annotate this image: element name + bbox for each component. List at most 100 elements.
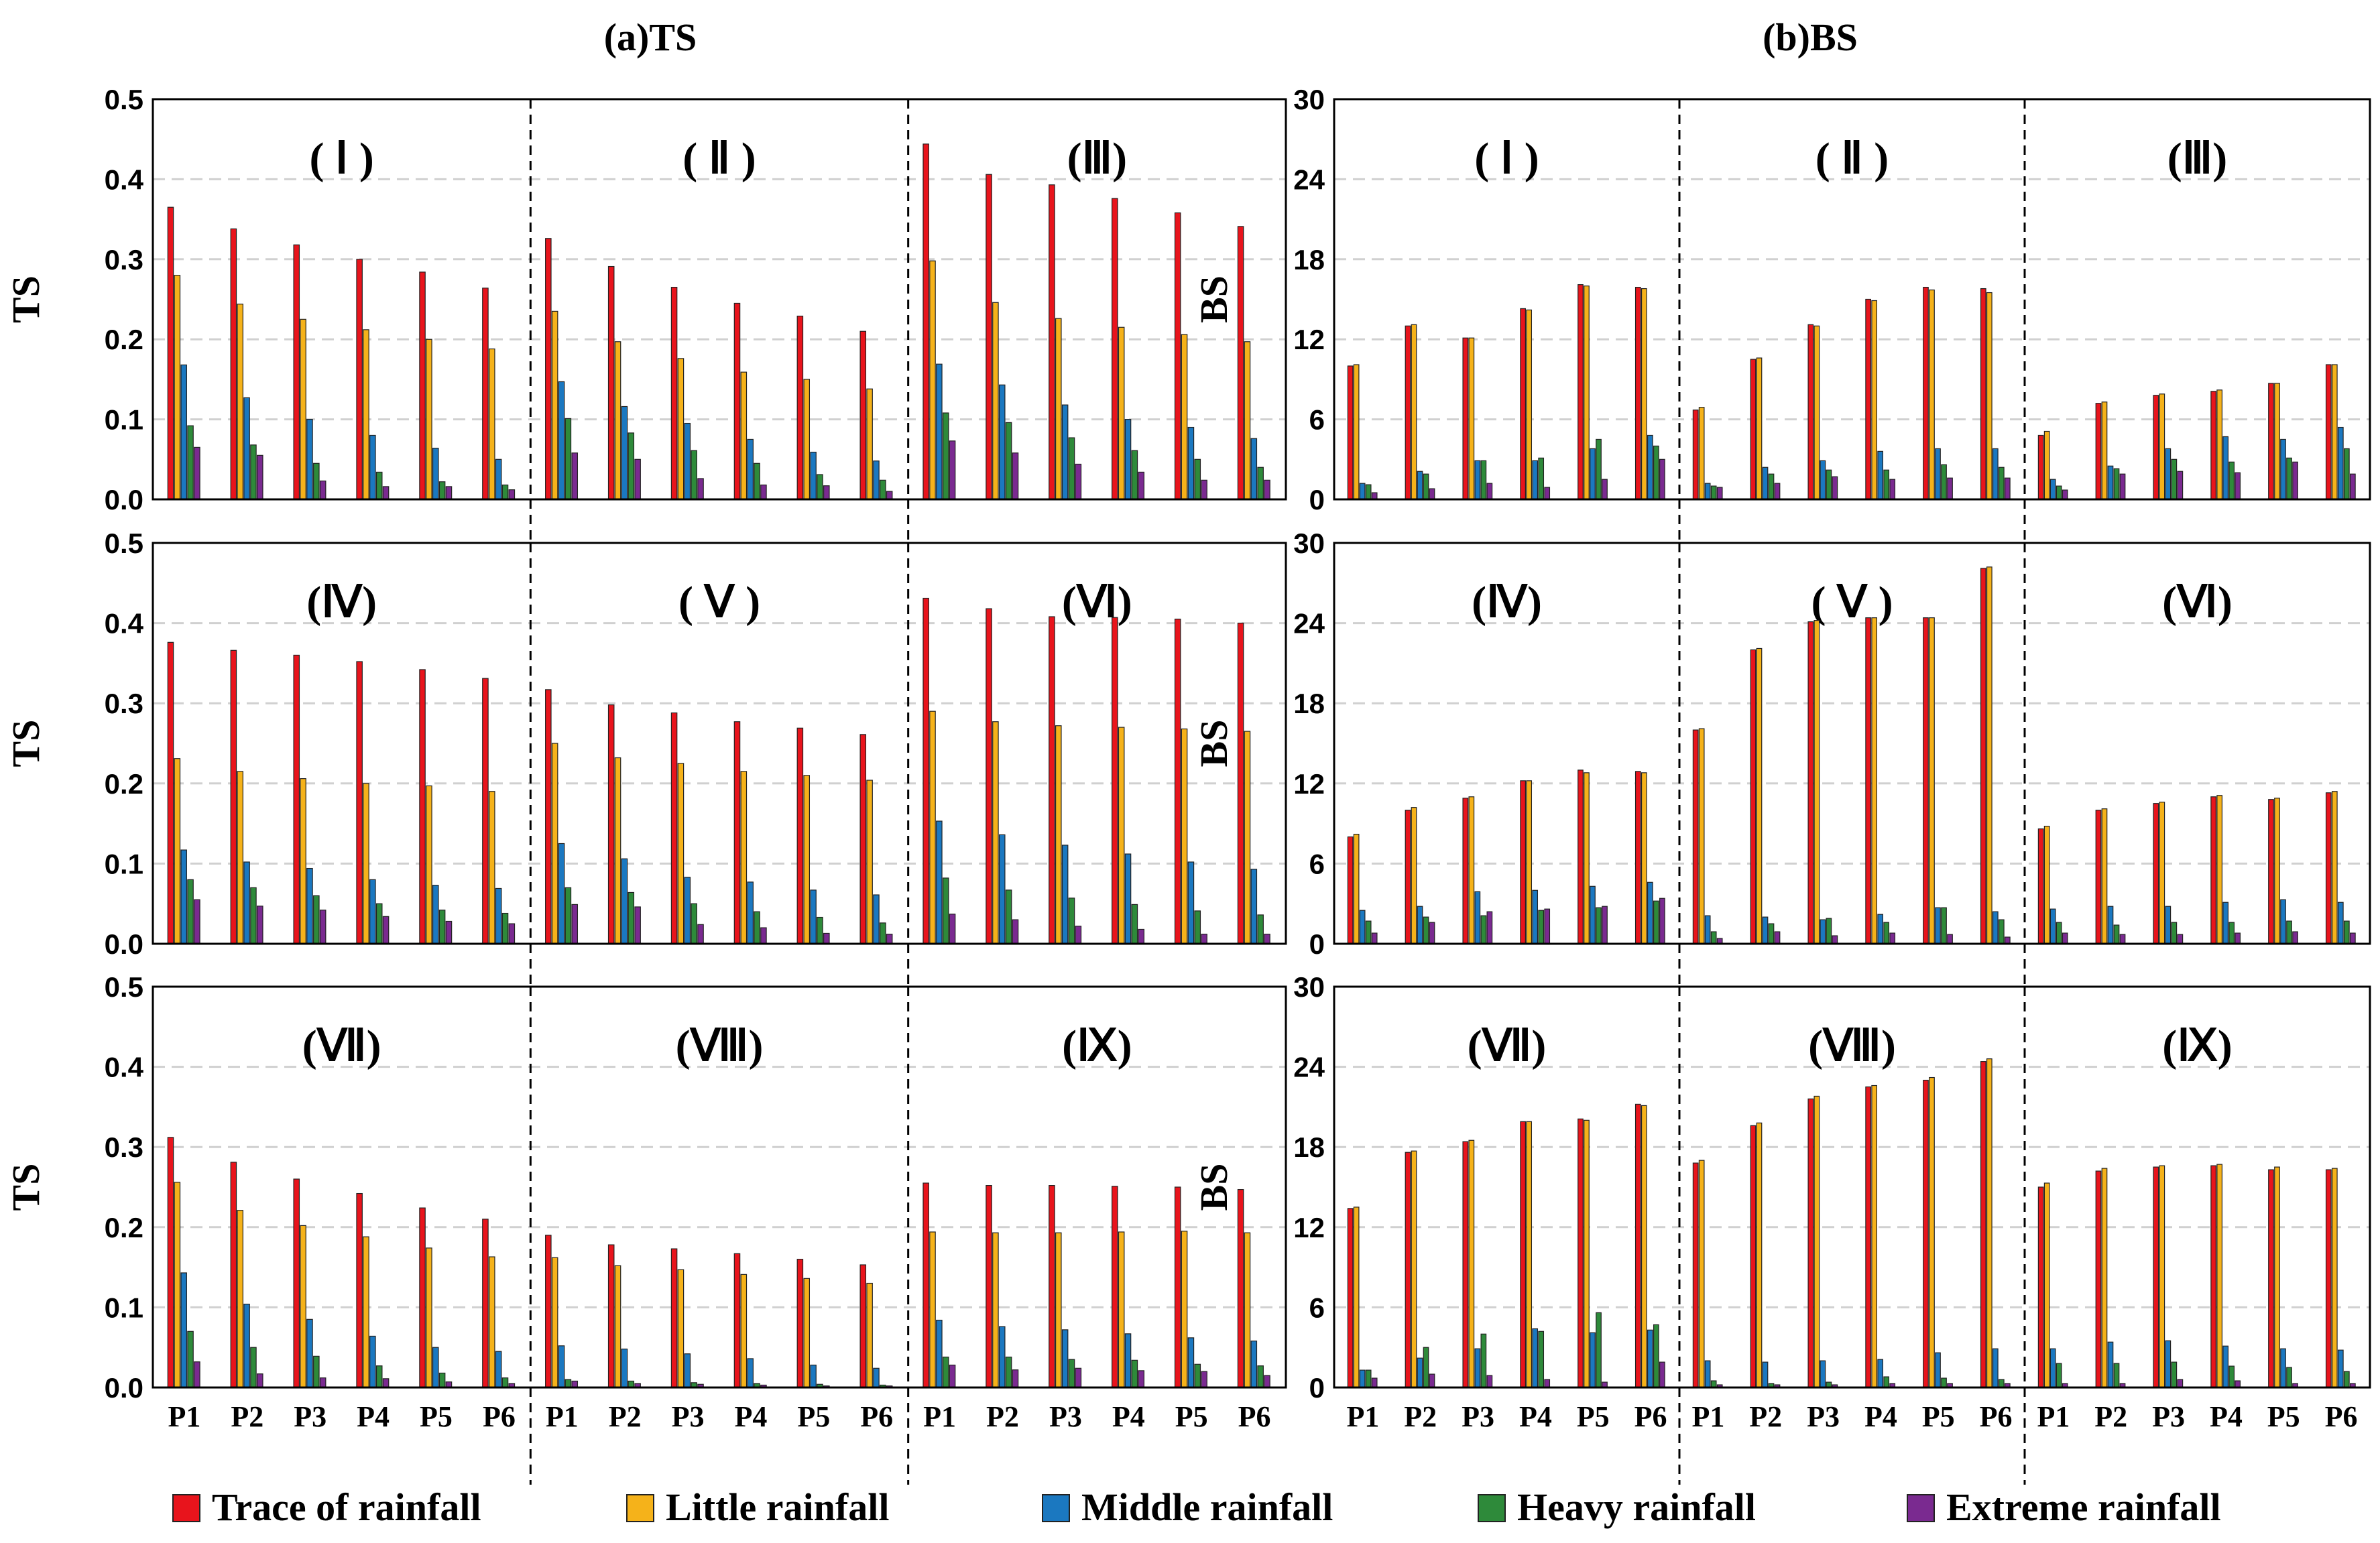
bar-extreme <box>2062 932 2068 944</box>
bar-heavy <box>1653 445 1659 500</box>
bar-heavy <box>564 418 572 500</box>
bar-extreme <box>2350 473 2356 500</box>
bar-little <box>1244 731 1251 944</box>
bar-trace <box>1692 410 1699 500</box>
bar-middle <box>1762 467 1769 500</box>
bs-panel-4: (Ⅳ) <box>1347 578 1665 944</box>
ts-row-3: 0.0 0.1 0.2 0.3 0.4 0.5 TS (Ⅶ) (Ⅷ) (Ⅸ) <box>4 971 1287 1404</box>
bar-middle <box>1877 1359 1884 1388</box>
bs-panel-1: ( Ⅰ ) <box>1347 134 1665 500</box>
bar-little <box>1055 318 1062 500</box>
bar-trace <box>1634 1103 1641 1388</box>
bar-middle <box>1250 1341 1258 1388</box>
bar-heavy <box>2228 922 2235 944</box>
bar-little <box>489 1256 495 1388</box>
legend-item-heavy: Heavy rainfall <box>1478 1485 1756 1529</box>
bar-extreme <box>1429 488 1435 500</box>
bar-trace <box>796 315 804 500</box>
bar-little <box>1181 728 1188 944</box>
bar-middle <box>1061 1329 1069 1388</box>
bar-extreme <box>1075 926 1082 944</box>
x-tick-label: P6 <box>1634 1400 1667 1433</box>
bar-middle <box>2107 906 2114 944</box>
legend-label: Trace of rainfall <box>212 1485 481 1529</box>
bar-middle <box>1187 1337 1195 1388</box>
y-tick-label: 0.1 <box>105 1292 143 1323</box>
bar-heavy <box>250 1347 257 1388</box>
bar-extreme <box>1889 932 1896 944</box>
bar-middle <box>747 438 754 500</box>
bar-middle <box>1250 438 1258 500</box>
bar-heavy <box>1480 915 1487 944</box>
bar-heavy <box>1941 907 1947 944</box>
bar-middle <box>180 364 187 500</box>
y-tick-label: 0.0 <box>105 928 143 960</box>
bar-little <box>992 302 999 500</box>
bar-trace <box>1049 1185 1055 1388</box>
bar-heavy <box>564 887 572 944</box>
bar-extreme <box>1544 487 1551 500</box>
bar-heavy <box>754 462 760 500</box>
bar-trace <box>1634 771 1641 944</box>
bar-middle <box>558 381 565 500</box>
bar-heavy <box>2171 458 2178 500</box>
bar-trace <box>1980 288 1986 500</box>
bar-middle <box>1359 1369 1366 1388</box>
bar-extreme <box>697 924 704 944</box>
bar-heavy <box>817 916 823 944</box>
ts-panel-8: (Ⅷ) <box>545 1022 893 1388</box>
bar-middle <box>2165 906 2171 944</box>
bar-trace <box>2153 803 2159 944</box>
bar-extreme <box>2119 934 2126 944</box>
bar-trace <box>1807 1098 1814 1388</box>
bar-middle <box>1647 1329 1653 1388</box>
bar-little <box>1698 1160 1705 1388</box>
bar-extreme <box>1659 898 1665 944</box>
plot-frame <box>152 542 1287 945</box>
y-tick-label: 0.5 <box>105 84 143 115</box>
bs-panel-5: ( Ⅴ ) <box>1692 566 2011 944</box>
legend-item-trace: Trace of rainfall <box>172 1485 481 1529</box>
bar-little <box>2274 383 2280 500</box>
ts-row-1: 0.0 0.1 0.2 0.3 0.4 0.5 TS ( Ⅰ ) ( Ⅱ ) (Ⅲ) <box>4 84 1287 515</box>
bar-middle <box>2165 1340 2171 1388</box>
x-tick-label: P1 <box>2037 1400 2070 1433</box>
bar-extreme <box>634 906 641 944</box>
bar-extreme <box>2177 471 2184 500</box>
x-tick-label: P5 <box>2267 1400 2300 1433</box>
bar-middle <box>998 384 1006 500</box>
plot-frame <box>1333 98 2371 501</box>
bar-middle <box>1061 845 1069 944</box>
bar-extreme <box>2235 932 2241 944</box>
bar-little <box>363 783 369 944</box>
bar-little <box>677 1269 685 1388</box>
legend-swatch-trace <box>172 1494 200 1522</box>
bar-trace <box>1462 337 1469 500</box>
bar-extreme <box>194 899 200 944</box>
x-tick-label: P6 <box>1238 1400 1271 1433</box>
bar-little <box>1118 326 1125 500</box>
bar-middle <box>243 1304 250 1388</box>
bar-heavy <box>880 922 886 944</box>
x-tick-label: P1 <box>1691 1400 1724 1433</box>
bar-little <box>363 329 369 500</box>
bar-trace <box>419 669 426 944</box>
y-tick-label: 0.3 <box>105 688 143 719</box>
bar-middle <box>2222 902 2229 944</box>
x-tick-label: P4 <box>1519 1400 1552 1433</box>
y-axis-label: TS <box>4 720 48 767</box>
bar-middle <box>1820 919 1826 944</box>
bar-trace <box>1634 286 1641 500</box>
bar-trace <box>293 1178 300 1388</box>
bar-little <box>363 1236 369 1388</box>
bar-little <box>614 341 621 500</box>
bar-little <box>1698 407 1705 500</box>
bar-trace <box>293 244 300 500</box>
bar-middle <box>306 867 313 944</box>
bar-extreme <box>319 480 326 500</box>
ts-panel-3: (Ⅲ) <box>923 134 1270 500</box>
bar-extreme <box>760 484 767 500</box>
bar-trace <box>2153 1166 2159 1388</box>
bar-heavy <box>1883 922 1890 944</box>
bar-heavy <box>313 462 320 500</box>
